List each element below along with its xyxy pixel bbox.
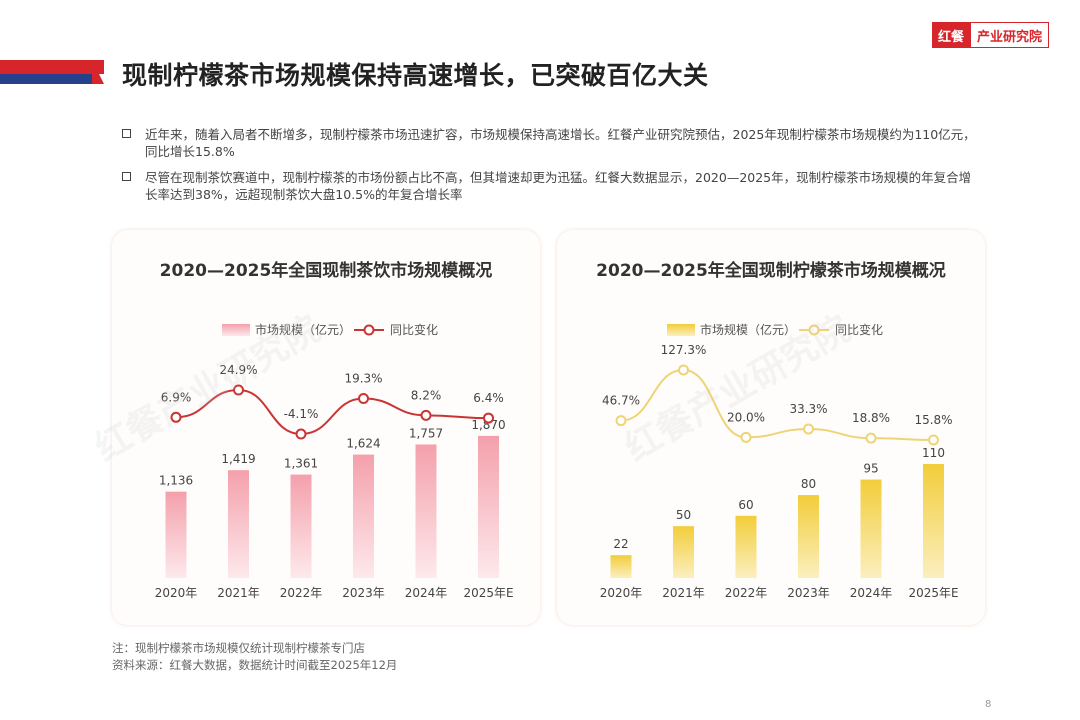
square-bullet-icon — [122, 129, 131, 138]
bullet-text: 近年来，随着入局者不断增多，现制柠檬茶市场迅速扩容，市场规模保持高速增长。红餐产… — [145, 127, 976, 159]
growth-value-label: 15.8% — [914, 413, 952, 427]
title-accent-bar-blue — [0, 74, 96, 84]
growth-point — [865, 432, 877, 444]
chart-title: 2020—2025年全国现制柠檬茶市场规模概况 — [596, 260, 946, 281]
bar — [228, 470, 249, 578]
bar — [610, 555, 632, 578]
x-axis-tick-label: 2023年 — [342, 586, 385, 600]
brand-logo-mark: 红餐 — [932, 22, 971, 48]
growth-value-label: 127.3% — [661, 343, 707, 357]
growth-value-label: 8.2% — [411, 388, 442, 402]
growth-point — [615, 415, 627, 427]
bar-value-label: 1,870 — [471, 418, 505, 432]
bullet-item: 近年来，随着入局者不断增多，现制柠檬茶市场迅速扩容，市场规模保持高速增长。红餐产… — [122, 126, 982, 160]
data-source: 资料来源：红餐大数据，数据统计时间截至2025年12月 — [112, 658, 398, 672]
bar-value-label: 1,624 — [346, 437, 380, 451]
square-bullet-icon — [122, 172, 131, 181]
title-accent-bar-red — [0, 60, 104, 74]
bar — [860, 479, 882, 578]
growth-value-label: 6.9% — [161, 390, 192, 404]
title-accent-wedge — [92, 60, 104, 84]
tea-market-chart-panel: 2020—2025年全国现制茶饮市场规模概况市场规模（亿元） 同比变化 2020年 2… — [112, 230, 540, 625]
growth-value-label: 19.3% — [344, 371, 382, 385]
bar — [798, 495, 819, 578]
bar — [165, 491, 187, 578]
chart-legend: 市场规模（亿元） 同比变化 — [222, 322, 438, 337]
x-axis-tick-label: 2024年 — [850, 586, 893, 600]
bar — [923, 464, 944, 578]
chart-note: 注：现制柠檬茶市场规模仅统计现制柠檬茶专门店 — [112, 641, 365, 655]
growth-point — [233, 384, 244, 396]
bullet-text: 尽管在现制茶饮赛道中，现制柠檬茶的市场份额占比不高，但其增速却更为迅猛。红餐大数… — [145, 170, 972, 202]
bar-value-label: 22 — [613, 537, 628, 551]
bar-value-label: 1,757 — [409, 426, 443, 440]
bar — [478, 435, 499, 578]
x-axis-tick-label: 2025年E — [908, 586, 958, 600]
bar-value-label: 50 — [676, 508, 691, 522]
legend-bar-label: 市场规模（亿元） — [255, 322, 351, 337]
legend-line-marker — [363, 324, 375, 336]
growth-value-label: 20.0% — [727, 410, 765, 424]
growth-point — [678, 364, 689, 376]
x-axis-tick-label: 2023年 — [787, 586, 830, 600]
lemon-tea-chart-panel: 2020—2025年全国现制柠檬茶市场规模概况市场规模（亿元） 同比变化 2020年… — [557, 230, 985, 625]
growth-value-label: 18.8% — [852, 411, 890, 425]
growth-point — [740, 431, 752, 443]
x-axis-tick-label: 2024年 — [405, 586, 448, 600]
x-axis-tick-label: 2022年 — [725, 586, 768, 600]
growth-line — [620, 368, 934, 441]
brand-logo-text: 产业研究院 — [970, 22, 1050, 48]
x-axis-tick-label: 2022年 — [280, 586, 323, 600]
growth-point — [358, 392, 369, 404]
growth-point — [483, 412, 494, 424]
bar — [353, 454, 374, 578]
chart-title: 2020—2025年全国现制茶饮市场规模概况 — [160, 260, 493, 281]
x-axis-tick-label: 2021年 — [217, 586, 260, 600]
bar-value-label: 1,136 — [159, 474, 193, 488]
growth-value-label: -4.1% — [284, 407, 319, 421]
growth-value-label: 6.4% — [473, 391, 504, 405]
bar-value-label: 60 — [738, 498, 753, 512]
bar-value-label: 1,419 — [221, 452, 255, 466]
growth-value-label: 46.7% — [602, 394, 640, 408]
growth-point — [295, 428, 307, 440]
chart-legend: 市场规模（亿元） 同比变化 — [667, 322, 883, 337]
bar-value-label: 1,361 — [284, 457, 318, 471]
growth-point — [170, 411, 182, 423]
bar — [290, 474, 312, 578]
bar — [735, 515, 757, 578]
bar — [415, 444, 437, 578]
x-axis-tick-label: 2020年 — [600, 586, 643, 600]
growth-point — [803, 423, 814, 435]
page-number: 8 — [985, 699, 992, 710]
bar-value-label: 110 — [922, 446, 945, 460]
x-axis-tick-label: 2020年 — [155, 586, 198, 600]
growth-point — [420, 409, 432, 421]
legend-line-label: 同比变化 — [835, 322, 883, 337]
bar — [673, 526, 694, 578]
x-axis-tick-label: 2021年 — [662, 586, 705, 600]
growth-point — [928, 434, 939, 446]
page-title: 现制柠檬茶市场规模保持高速增长，已突破百亿大关 — [122, 61, 709, 90]
legend-line-label: 同比变化 — [390, 322, 438, 337]
bullet-item: 尽管在现制茶饮赛道中，现制柠檬茶的市场份额占比不高，但其增速却更为迅猛。红餐大数… — [122, 169, 982, 203]
legend-bar-swatch — [667, 324, 695, 336]
legend-bar-swatch — [222, 324, 250, 336]
growth-value-label: 33.3% — [789, 402, 827, 416]
x-axis-tick-label: 2025年E — [463, 586, 513, 600]
legend-line-marker — [808, 324, 820, 336]
bar-value-label: 95 — [863, 462, 878, 476]
brand-logo: 红餐 产业研究院 — [932, 22, 1050, 48]
summary-bullets: 近年来，随着入局者不断增多，现制柠檬茶市场迅速扩容，市场规模保持高速增长。红餐产… — [122, 126, 982, 212]
growth-value-label: 24.9% — [219, 363, 257, 377]
legend-bar-label: 市场规模（亿元） — [700, 322, 796, 337]
bar-value-label: 80 — [801, 477, 816, 491]
